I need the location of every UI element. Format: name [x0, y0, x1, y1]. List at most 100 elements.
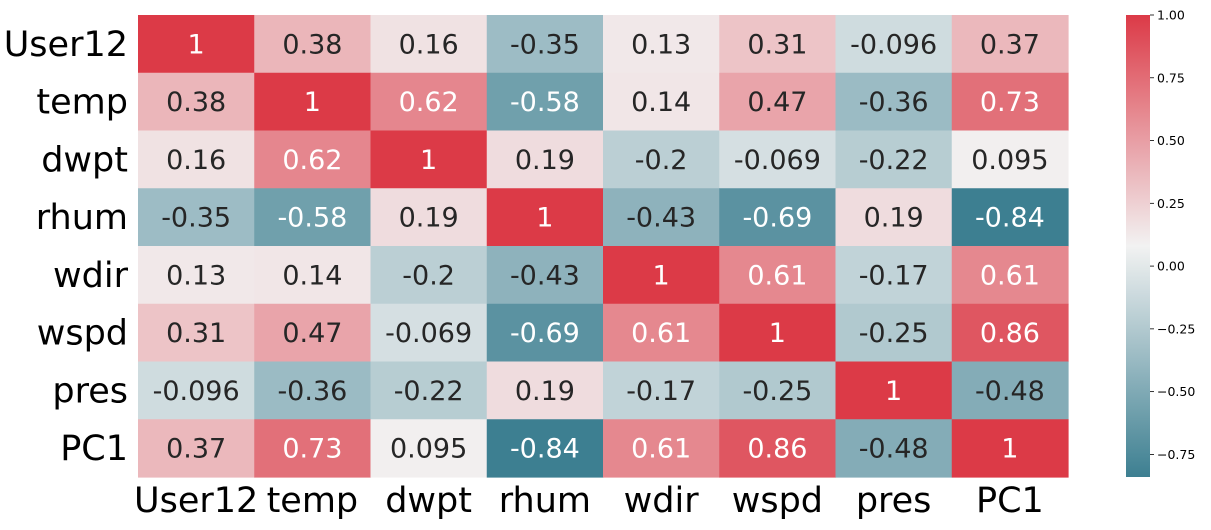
colorbar-tick-label: 0.50: [1157, 133, 1185, 148]
cell-value-label: 0.73: [980, 87, 1040, 118]
heatmap-cell-pres-User12: [138, 361, 255, 420]
heatmap-cell-wspd-temp: [254, 303, 372, 363]
heatmap-cell-temp-wdir: [603, 72, 720, 132]
colorbar-tick-label: 0.25: [1157, 196, 1185, 211]
heatmap-cell-temp-User12: [138, 72, 255, 132]
heatmap-cell-temp-dwpt: [370, 72, 488, 132]
column-label-temp: temp: [267, 481, 359, 521]
heatmap-cell-dwpt-PC1: [951, 130, 1069, 189]
cell-value-label: 0.38: [282, 29, 342, 60]
cell-value-label: 1: [304, 87, 321, 118]
cell-value-label: 1: [1001, 434, 1018, 465]
column-label-pres: pres: [856, 481, 932, 521]
cell-value-label: 0.13: [631, 29, 691, 60]
heatmap-cell-rhum-wdir: [603, 188, 720, 247]
row-label-dwpt: dwpt: [41, 140, 128, 180]
heatmap-cell-wdir-rhum: [486, 246, 604, 305]
cell-value-label: -0.22: [394, 376, 464, 407]
cell-value-label: -0.096: [153, 376, 240, 407]
colorbar-tick-label: 0.00: [1157, 259, 1185, 274]
colorbar-tick-label: −0.50: [1157, 384, 1195, 399]
heatmap-cell-dwpt-wdir: [603, 130, 720, 189]
column-label-wdir: wdir: [624, 481, 700, 521]
heatmap-cells: 1 0.38 0.16 -0.35 0.13 0.31 -0.096 0.37 0.38 1 0.6…: [138, 15, 1069, 478]
heatmap-cell-wdir-temp: [254, 246, 372, 305]
column-labels: User12 temp dwpt rhum wdir wspd pres PC1: [134, 481, 1044, 521]
row-label-PC1: PC1: [60, 429, 128, 469]
cell-value-label: -0.069: [385, 318, 472, 349]
heatmap-cell-rhum-PC1: [951, 188, 1069, 247]
heatmap-cell-dwpt-pres: [835, 130, 953, 189]
heatmap-cell-temp-PC1: [951, 72, 1069, 132]
heatmap-cell-User12-rhum: [486, 15, 604, 74]
heatmap-cell-wspd-dwpt: [370, 303, 488, 363]
cell-value-label: 1: [188, 29, 205, 60]
cell-value-label: -0.58: [510, 87, 580, 118]
cell-value-label: 0.19: [399, 203, 459, 234]
heatmap-cell-wdir-wdir: [603, 246, 720, 305]
colorbar: 1.00 0.75 0.50 0.25 0.00 −0.25 −0.50 −0.75: [1126, 8, 1195, 477]
cell-value-label: 0.62: [399, 87, 459, 118]
heatmap-cell-PC1-wspd: [719, 419, 837, 478]
colorbar-ticks: 1.00 0.75 0.50 0.25 0.00 −0.25 −0.50 −0.75: [1150, 8, 1195, 462]
cell-value-label: -0.48: [859, 434, 929, 465]
heatmap-cell-wdir-wspd: [719, 246, 837, 305]
cell-value-label: -0.84: [975, 203, 1045, 234]
heatmap-cell-PC1-dwpt: [370, 419, 488, 478]
heatmap-cell-User12-wspd: [719, 15, 837, 74]
cell-value-label: 0.37: [166, 434, 226, 465]
heatmap-cell-wspd-rhum: [486, 303, 604, 363]
cell-value-label: -0.17: [626, 376, 696, 407]
cell-value-label: -0.84: [510, 434, 580, 465]
heatmap-cell-wspd-PC1: [951, 303, 1069, 363]
heatmap-cell-User12-pres: [835, 15, 953, 74]
cell-value-label: -0.2: [402, 260, 455, 291]
cell-value-label: 0.86: [980, 318, 1040, 349]
cell-value-label: -0.58: [277, 203, 347, 234]
heatmap-cell-User12-User12: [138, 15, 255, 74]
cell-value-label: 0.16: [166, 145, 226, 176]
heatmap-cell-wdir-User12: [138, 246, 255, 305]
cell-value-label: -0.096: [850, 29, 937, 60]
heatmap-cell-User12-temp: [254, 15, 372, 74]
cell-value-label: -0.25: [859, 318, 929, 349]
row-label-pres: pres: [52, 371, 128, 411]
cell-value-label: -0.069: [734, 145, 821, 176]
heatmap-cell-PC1-User12: [138, 419, 255, 478]
cell-value-label: -0.43: [626, 203, 696, 234]
cell-value-label: 0.31: [747, 29, 807, 60]
cell-value-label: 0.86: [747, 434, 807, 465]
heatmap-cell-rhum-wspd: [719, 188, 837, 247]
heatmap-cell-pres-temp: [254, 361, 372, 420]
heatmap-cell-temp-wspd: [719, 72, 837, 132]
cell-value-label: 0.19: [515, 376, 575, 407]
heatmap-cell-rhum-temp: [254, 188, 372, 247]
row-label-User12: User12: [4, 25, 128, 65]
heatmap-cell-dwpt-dwpt: [370, 130, 488, 189]
cell-value-label: 0.14: [631, 87, 691, 118]
heatmap-cell-pres-wdir: [603, 361, 720, 420]
colorbar-tick-label: 1.00: [1157, 8, 1185, 23]
cell-value-label: -0.17: [859, 260, 929, 291]
cell-value-label: 0.61: [631, 434, 691, 465]
column-label-wspd: wspd: [732, 481, 823, 521]
cell-value-label: 1: [885, 376, 902, 407]
row-labels: User12 temp dwpt rhum wdir wspd pres PC1: [4, 25, 129, 469]
heatmap-cell-PC1-temp: [254, 419, 372, 478]
heatmap-cell-wdir-pres: [835, 246, 953, 305]
heatmap-cell-dwpt-User12: [138, 130, 255, 189]
heatmap-cell-wdir-PC1: [951, 246, 1069, 305]
cell-value-label: 0.61: [631, 318, 691, 349]
cell-value-label: 0.61: [747, 260, 807, 291]
cell-value-label: 0.37: [980, 29, 1040, 60]
column-label-PC1: PC1: [976, 481, 1044, 521]
column-label-User12: User12: [134, 481, 258, 521]
cell-value-label: 0.14: [282, 260, 342, 291]
cell-value-label: 1: [653, 260, 670, 291]
cell-value-label: 0.31: [166, 318, 226, 349]
cell-value-label: -0.48: [975, 376, 1045, 407]
cell-value-label: 0.095: [971, 145, 1048, 176]
heatmap-cell-User12-wdir: [603, 15, 720, 74]
heatmap-cell-dwpt-wspd: [719, 130, 837, 189]
column-label-dwpt: dwpt: [385, 481, 472, 521]
